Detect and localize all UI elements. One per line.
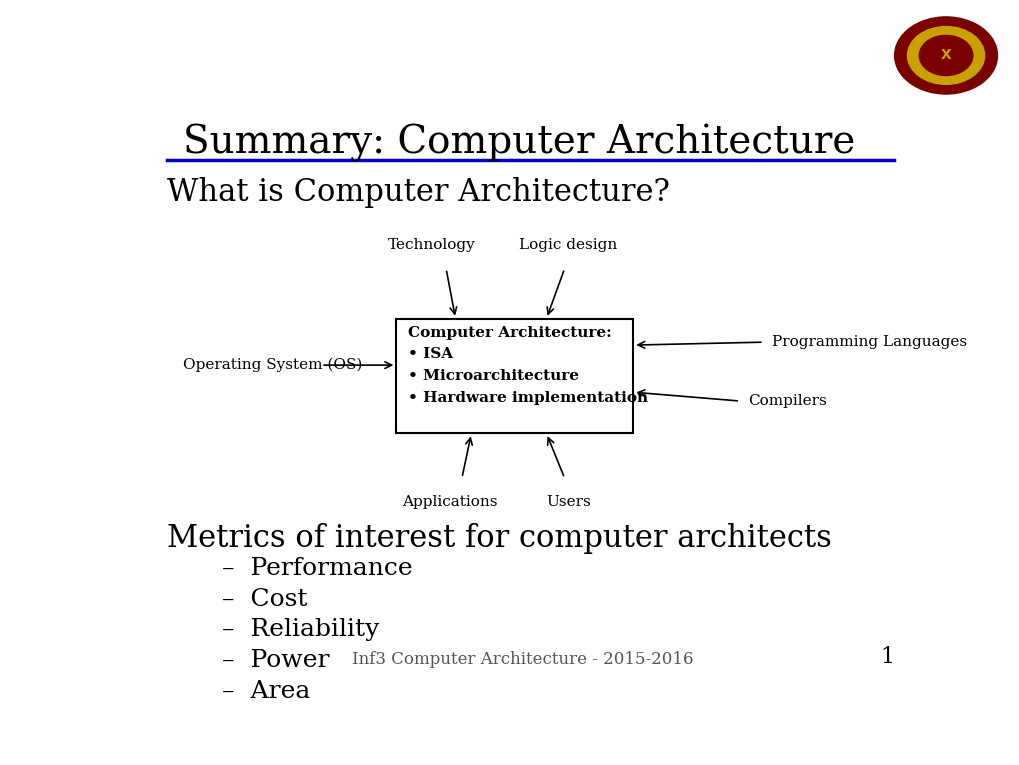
FancyBboxPatch shape	[396, 318, 633, 434]
Text: Operating System (OS): Operating System (OS)	[182, 358, 362, 373]
Text: –  Performance: – Performance	[222, 557, 413, 580]
Text: Applications: Applications	[401, 495, 497, 509]
Text: Compilers: Compilers	[747, 394, 826, 408]
Text: Users: Users	[546, 495, 590, 509]
Circle shape	[918, 35, 972, 76]
Text: Summary: Computer Architecture: Summary: Computer Architecture	[182, 124, 854, 162]
Text: Computer Architecture:
• ISA
• Microarchitecture
• Hardware implementation: Computer Architecture: • ISA • Microarch…	[408, 326, 648, 405]
Text: What is Computer Architecture?: What is Computer Architecture?	[167, 177, 669, 208]
Circle shape	[894, 17, 997, 94]
Text: Inf3 Computer Architecture - 2015-2016: Inf3 Computer Architecture - 2015-2016	[352, 651, 693, 668]
Text: X: X	[940, 48, 951, 63]
Text: –  Reliability: – Reliability	[222, 618, 379, 641]
Text: Technology: Technology	[387, 238, 475, 252]
Text: Programming Languages: Programming Languages	[771, 335, 966, 349]
Text: 1: 1	[879, 646, 894, 668]
Text: –  Cost: – Cost	[222, 588, 308, 610]
Text: Metrics of interest for computer architects: Metrics of interest for computer archite…	[167, 523, 832, 554]
Text: –  Area: – Area	[222, 679, 311, 703]
Text: –  Power: – Power	[222, 649, 329, 672]
Circle shape	[907, 27, 983, 84]
Text: Logic design: Logic design	[519, 238, 618, 252]
